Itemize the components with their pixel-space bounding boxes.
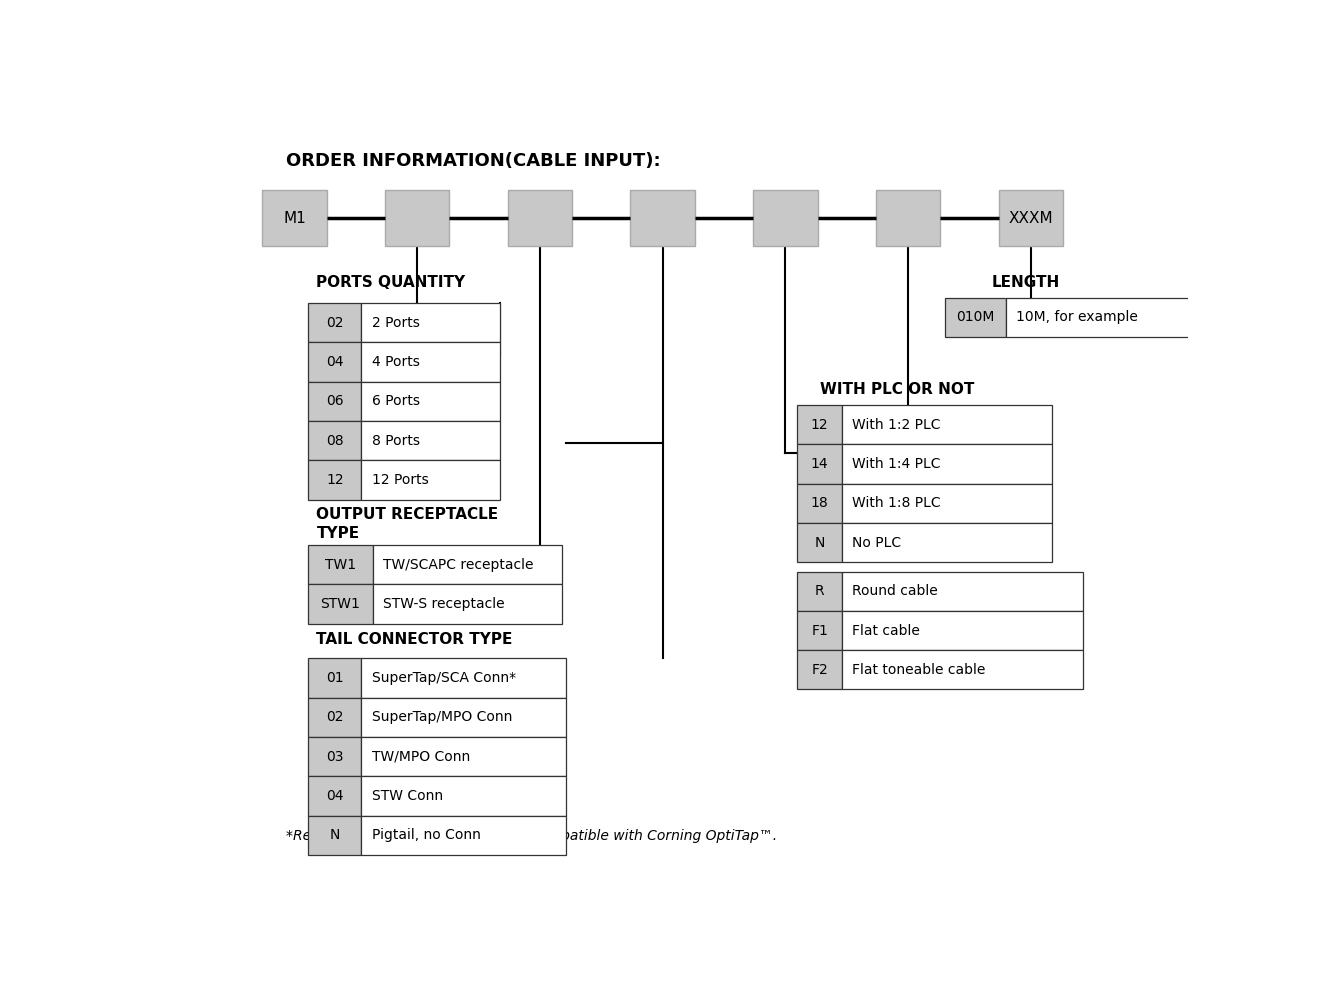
Text: 10M, for example: 10M, for example <box>1016 310 1138 324</box>
Bar <box>797 523 842 563</box>
Text: 03: 03 <box>326 750 343 764</box>
Text: Flat cable: Flat cable <box>853 624 920 637</box>
Text: 08: 08 <box>326 434 343 448</box>
Bar <box>842 650 1082 689</box>
Text: R: R <box>814 584 825 598</box>
Text: TW1: TW1 <box>325 558 356 572</box>
Text: SuperTap/MPO Conn: SuperTap/MPO Conn <box>372 710 512 725</box>
Text: 4 Ports: 4 Ports <box>372 355 420 369</box>
Text: 2 Ports: 2 Ports <box>372 316 420 330</box>
Bar <box>362 737 566 777</box>
Bar <box>797 572 842 611</box>
Bar <box>362 461 499 500</box>
Bar <box>309 737 362 777</box>
Bar <box>362 698 566 737</box>
Text: TAIL CONNECTOR TYPE: TAIL CONNECTOR TYPE <box>317 632 512 647</box>
Bar <box>999 190 1063 246</box>
Bar <box>362 421 499 461</box>
Text: 02: 02 <box>326 316 343 330</box>
Bar <box>876 190 940 246</box>
Bar <box>842 445 1052 484</box>
Bar <box>842 406 1052 445</box>
Text: STW Conn: STW Conn <box>372 790 442 803</box>
Bar <box>372 584 562 624</box>
Bar <box>754 190 817 246</box>
Bar <box>797 445 842 484</box>
Text: With 1:4 PLC: With 1:4 PLC <box>853 458 941 471</box>
Text: 01: 01 <box>326 671 343 685</box>
Text: With 1:2 PLC: With 1:2 PLC <box>853 417 941 432</box>
Text: Round cable: Round cable <box>853 584 939 598</box>
Text: 06: 06 <box>326 395 343 409</box>
Text: 010M: 010M <box>956 310 994 324</box>
Text: N: N <box>330 829 341 843</box>
Text: N: N <box>814 536 825 550</box>
Bar <box>263 190 326 246</box>
Text: STW-S receptacle: STW-S receptacle <box>383 597 504 611</box>
Bar <box>508 190 572 246</box>
Bar <box>309 382 362 421</box>
Text: F2: F2 <box>812 663 828 677</box>
Text: WITH PLC OR NOT: WITH PLC OR NOT <box>820 383 974 398</box>
Text: TW/SCAPC receptacle: TW/SCAPC receptacle <box>383 558 533 572</box>
Bar <box>309 777 362 816</box>
Text: INPT CABLE TYPE: INPT CABLE TYPE <box>820 545 968 560</box>
Text: Flat toneable cable: Flat toneable cable <box>853 663 986 677</box>
Bar <box>362 303 499 343</box>
Bar <box>362 816 566 855</box>
Bar <box>362 343 499 382</box>
Text: 8 Ports: 8 Ports <box>372 434 420 448</box>
Bar <box>309 584 372 624</box>
Bar <box>309 343 362 382</box>
Bar <box>842 484 1052 523</box>
Bar <box>385 190 449 246</box>
Bar <box>309 698 362 737</box>
Text: 04: 04 <box>326 790 343 803</box>
Text: 12 Ports: 12 Ports <box>372 473 429 487</box>
Bar <box>309 303 362 343</box>
Bar <box>362 659 566 698</box>
Text: Pigtail, no Conn: Pigtail, no Conn <box>372 829 480 843</box>
Bar <box>362 382 499 421</box>
Text: No PLC: No PLC <box>853 536 902 550</box>
Bar <box>797 611 842 650</box>
Text: 02: 02 <box>326 710 343 725</box>
Bar <box>842 611 1082 650</box>
Bar <box>309 545 372 584</box>
Text: 12: 12 <box>326 473 343 487</box>
Bar <box>309 816 362 855</box>
Bar <box>842 572 1082 611</box>
Text: 12: 12 <box>810 417 829 432</box>
Text: TYPE: TYPE <box>317 526 359 541</box>
Bar <box>309 461 362 500</box>
Text: TW/MPO Conn: TW/MPO Conn <box>372 750 470 764</box>
Text: 18: 18 <box>810 497 829 511</box>
Text: LENGTH: LENGTH <box>991 275 1060 290</box>
Text: 14: 14 <box>810 458 829 471</box>
Text: 6 Ports: 6 Ports <box>372 395 420 409</box>
Text: ORDER INFORMATION(CABLE INPUT):: ORDER INFORMATION(CABLE INPUT): <box>285 152 660 170</box>
Text: STW1: STW1 <box>321 597 360 611</box>
Text: OUTPUT RECEPTACLE: OUTPUT RECEPTACLE <box>317 508 499 522</box>
Bar <box>362 777 566 816</box>
Bar <box>797 406 842 445</box>
Bar <box>1006 298 1200 337</box>
Text: F1: F1 <box>812 624 828 637</box>
Bar <box>797 650 842 689</box>
Text: PORTS QUANTITY: PORTS QUANTITY <box>317 275 466 290</box>
Bar <box>631 190 694 246</box>
Text: SuperTap/SCA Conn*: SuperTap/SCA Conn* <box>372 671 516 685</box>
Text: With 1:8 PLC: With 1:8 PLC <box>853 497 941 511</box>
Text: M1: M1 <box>282 210 306 226</box>
Bar <box>842 523 1052 563</box>
Bar <box>309 659 362 698</box>
Text: *Remark: SuperTap/SCA connector compatible with Corning OptiTap™.: *Remark: SuperTap/SCA connector compatib… <box>285 829 777 843</box>
Bar <box>797 484 842 523</box>
Bar <box>372 545 562 584</box>
Text: 04: 04 <box>326 355 343 369</box>
Text: XXXM: XXXM <box>1008 210 1053 226</box>
Bar <box>309 421 362 461</box>
Bar <box>945 298 1006 337</box>
